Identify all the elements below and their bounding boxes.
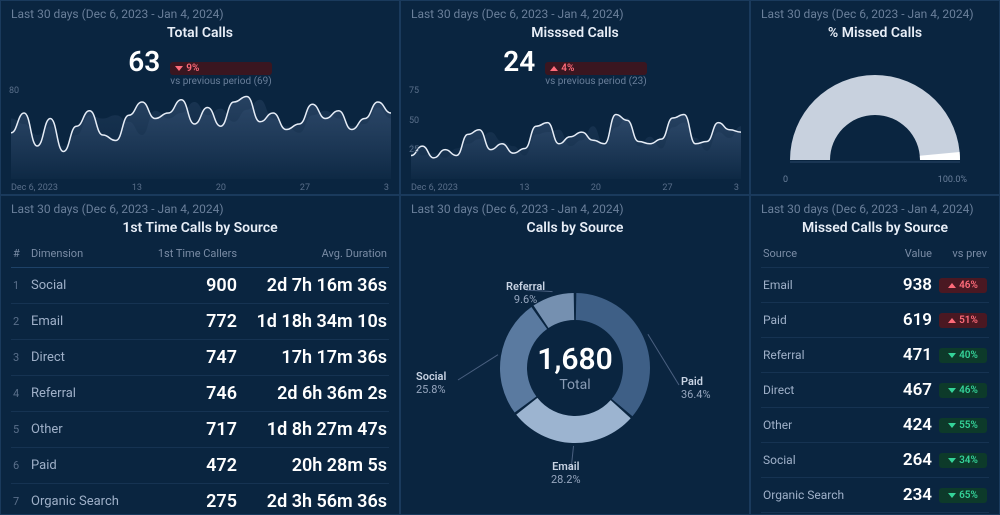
missed-calls-title: Misssed Calls (411, 25, 739, 41)
gauge-max: 100.0% (938, 175, 967, 185)
donut-slice-label: Referral9.6% (506, 280, 545, 306)
donut-chart: 1,680 Total Paid36.4% Email28.2% Social25.… (411, 240, 739, 495)
donut-slice-label: Email28.2% (551, 460, 581, 486)
total-calls-chart: 80 (11, 91, 389, 181)
date-range-label: Last 30 days (Dec 6, 2023 - Jan 4, 2024) (11, 7, 389, 21)
donut-center: 1,680 Total (537, 342, 613, 393)
missed-calls-value: 24 (503, 45, 535, 78)
date-range-label: Last 30 days (Dec 6, 2023 - Jan 4, 2024) (11, 202, 389, 216)
table-header: # Dimension 1st Time Callers Avg. Durati… (11, 240, 389, 268)
table-row[interactable]: Email 938 46% (761, 268, 989, 303)
table-row[interactable]: Social 264 34% (761, 443, 989, 478)
caret-down-icon (175, 66, 183, 71)
panel-calls-by-source: Last 30 days (Dec 6, 2023 - Jan 4, 2024)… (400, 195, 750, 515)
panel-missed-calls: Last 30 days (Dec 6, 2023 - Jan 4, 2024)… (400, 0, 750, 195)
change-badge: 40% (939, 348, 987, 363)
table-row[interactable]: Other 424 55% (761, 408, 989, 443)
missed-by-source-title: Missed Calls by Source (761, 220, 989, 236)
change-badge: 51% (939, 313, 987, 328)
change-badge: 65% (939, 488, 987, 503)
table-row[interactable]: 1 Social 900 2d 7h 16m 36s (11, 268, 389, 304)
caret-down-icon (948, 423, 956, 428)
caret-down-icon (948, 388, 956, 393)
caret-down-icon (948, 493, 956, 498)
panel-missed-gauge: Last 30 days (Dec 6, 2023 - Jan 4, 2024)… (750, 0, 1000, 195)
donut-total-value: 1,680 (537, 342, 613, 377)
table-row[interactable]: Paid 619 51% (761, 303, 989, 338)
panel-missed-by-source: Last 30 days (Dec 6, 2023 - Jan 4, 2024)… (750, 195, 1000, 515)
change-badge: 46% (939, 278, 987, 293)
missed-calls-change-badge: 4% (545, 62, 646, 75)
caret-up-icon (948, 283, 956, 288)
change-badge: 46% (939, 383, 987, 398)
donut-slice-label: Paid36.4% (681, 375, 711, 401)
table-row[interactable]: Organic Search 234 65% (761, 478, 989, 513)
panel-first-time-calls: Last 30 days (Dec 6, 2023 - Jan 4, 2024)… (0, 195, 400, 515)
first-time-title: 1st Time Calls by Source (11, 220, 389, 236)
date-range-label: Last 30 days (Dec 6, 2023 - Jan 4, 2024) (411, 7, 739, 21)
table-header: Source Value vs prev (761, 240, 989, 268)
table-row[interactable]: Direct 467 46% (761, 373, 989, 408)
donut-slice-label: Social25.8% (416, 370, 446, 396)
total-calls-change-badge: 9% (170, 62, 271, 75)
total-calls-sub: vs previous period (69) (170, 76, 271, 87)
caret-up-icon (550, 66, 558, 71)
donut-title: Calls by Source (411, 220, 739, 236)
date-range-label: Last 30 days (Dec 6, 2023 - Jan 4, 2024) (411, 202, 739, 216)
table-row[interactable]: 7 Organic Search 275 2d 3h 56m 36s (11, 484, 389, 515)
missed-calls-sub: vs previous period (23) (545, 76, 646, 87)
change-badge: 55% (939, 418, 987, 433)
gauge-chart (761, 45, 989, 175)
total-calls-x-axis: Dec 6, 20231320273 (11, 183, 389, 193)
date-range-label: Last 30 days (Dec 6, 2023 - Jan 4, 2024) (761, 7, 989, 21)
donut-total-label: Total (537, 377, 613, 393)
table-row[interactable]: 2 Email 772 1d 18h 34m 10s (11, 304, 389, 340)
caret-down-icon (948, 458, 956, 463)
missed-calls-chart: 75 50 25 (411, 91, 739, 181)
table-row[interactable]: 6 Paid 472 20h 28m 5s (11, 448, 389, 484)
table-row[interactable]: Referral 471 40% (761, 338, 989, 373)
gauge-min: 0 (783, 175, 788, 185)
caret-down-icon (948, 353, 956, 358)
missed-calls-x-axis: Dec 6, 20231320273 (411, 183, 739, 193)
total-calls-value: 63 (128, 45, 160, 78)
table-row[interactable]: 5 Other 717 1d 8h 27m 47s (11, 412, 389, 448)
table-row[interactable]: 4 Referral 746 2d 6h 36m 2s (11, 376, 389, 412)
date-range-label: Last 30 days (Dec 6, 2023 - Jan 4, 2024) (761, 202, 989, 216)
total-calls-title: Total Calls (11, 25, 389, 41)
panel-total-calls: Last 30 days (Dec 6, 2023 - Jan 4, 2024)… (0, 0, 400, 195)
table-row[interactable]: 3 Direct 747 17h 17m 36s (11, 340, 389, 376)
caret-up-icon (948, 318, 956, 323)
change-badge: 34% (939, 453, 987, 468)
gauge-title: % Missed Calls (761, 25, 989, 41)
